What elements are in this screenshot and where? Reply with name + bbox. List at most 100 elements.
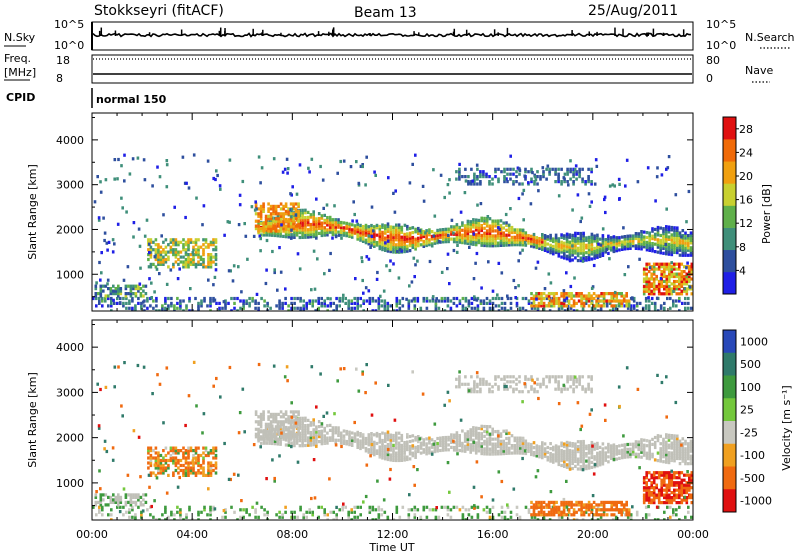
data-cell <box>496 437 500 441</box>
data-cell <box>527 236 530 240</box>
data-cell <box>179 260 183 264</box>
data-cell <box>167 306 170 310</box>
data-cell <box>467 299 471 303</box>
data-cell <box>601 244 605 248</box>
data-cell <box>689 442 693 446</box>
data-cell <box>667 237 671 241</box>
data-cell <box>277 420 280 424</box>
data-cell <box>519 436 522 440</box>
data-cell <box>530 447 533 452</box>
data-cell <box>172 240 175 244</box>
data-cell <box>626 237 629 241</box>
data-cell <box>513 228 517 232</box>
data-cell <box>565 294 568 298</box>
data-cell <box>174 449 178 453</box>
data-cell <box>162 471 165 475</box>
data-cell <box>152 248 155 252</box>
data-cell <box>491 236 494 240</box>
data-cell <box>582 246 585 250</box>
data-cell <box>626 450 629 454</box>
data-cell <box>617 304 621 308</box>
data-cell <box>617 177 621 181</box>
data-cell <box>289 435 293 439</box>
data-cell <box>124 292 128 296</box>
data-cell <box>631 241 635 245</box>
data-cell <box>395 309 399 311</box>
data-cell <box>239 508 242 512</box>
data-cell <box>689 248 693 252</box>
data-cell <box>289 410 293 414</box>
data-cell <box>197 513 200 517</box>
data-cell <box>607 445 610 449</box>
data-cell <box>540 299 543 303</box>
data-cell <box>598 450 602 454</box>
data-cell <box>345 432 348 436</box>
data-cell <box>602 301 606 305</box>
data-cell <box>494 234 497 238</box>
data-cell <box>524 296 528 301</box>
data-cell <box>397 233 401 237</box>
data-cell <box>472 225 475 229</box>
data-cell <box>262 415 265 419</box>
data-cell <box>395 245 398 249</box>
data-cell <box>408 444 412 449</box>
data-cell <box>279 217 282 221</box>
data-cell <box>422 448 426 452</box>
data-cell <box>203 299 206 303</box>
data-cell <box>659 248 662 252</box>
data-cell <box>584 182 587 186</box>
data-cell <box>262 204 265 208</box>
data-cell <box>568 250 572 254</box>
data-cell <box>546 455 550 459</box>
data-cell <box>230 505 233 509</box>
data-cell <box>617 292 621 296</box>
data-cell <box>675 262 679 266</box>
data-cell <box>670 228 674 232</box>
data-cell <box>417 449 420 454</box>
data-cell <box>236 309 239 311</box>
data-cell <box>304 429 307 433</box>
data-cell <box>162 458 165 463</box>
data-cell <box>209 299 212 303</box>
data-cell <box>154 461 158 465</box>
data-cell <box>395 233 398 237</box>
power-colorbar-frame <box>722 116 737 295</box>
data-cell <box>430 445 434 449</box>
data-cell <box>353 296 356 301</box>
data-cell <box>645 267 648 271</box>
data-cell <box>398 309 402 311</box>
data-cell <box>164 257 168 262</box>
data-cell <box>209 265 213 269</box>
data-cell <box>298 436 302 440</box>
data-cell <box>408 434 412 439</box>
data-cell <box>472 242 475 246</box>
data-cell <box>494 244 497 248</box>
data-cell <box>463 229 467 233</box>
data-cell <box>378 229 382 233</box>
data-cell <box>690 267 693 271</box>
data-cell <box>350 438 354 442</box>
data-cell <box>309 213 313 217</box>
data-cell <box>112 289 115 293</box>
data-cell <box>687 243 690 247</box>
data-cell <box>552 445 555 449</box>
data-cell <box>557 447 561 452</box>
data-cell <box>202 461 205 465</box>
data-cell <box>488 452 492 456</box>
data-cell <box>298 434 302 438</box>
data-cell <box>596 255 599 259</box>
data-cell <box>251 296 254 301</box>
data-cell <box>552 458 555 462</box>
data-cell <box>673 451 676 455</box>
data-cell <box>509 154 512 158</box>
data-cell <box>538 455 541 459</box>
data-cell <box>541 242 544 246</box>
data-cell <box>689 462 693 466</box>
data-cell <box>620 456 624 460</box>
data-cell <box>267 435 270 439</box>
data-cell <box>444 230 448 234</box>
data-cell <box>392 235 395 239</box>
data-cell <box>353 212 356 217</box>
data-cell <box>521 192 524 196</box>
data-cell <box>263 299 266 303</box>
